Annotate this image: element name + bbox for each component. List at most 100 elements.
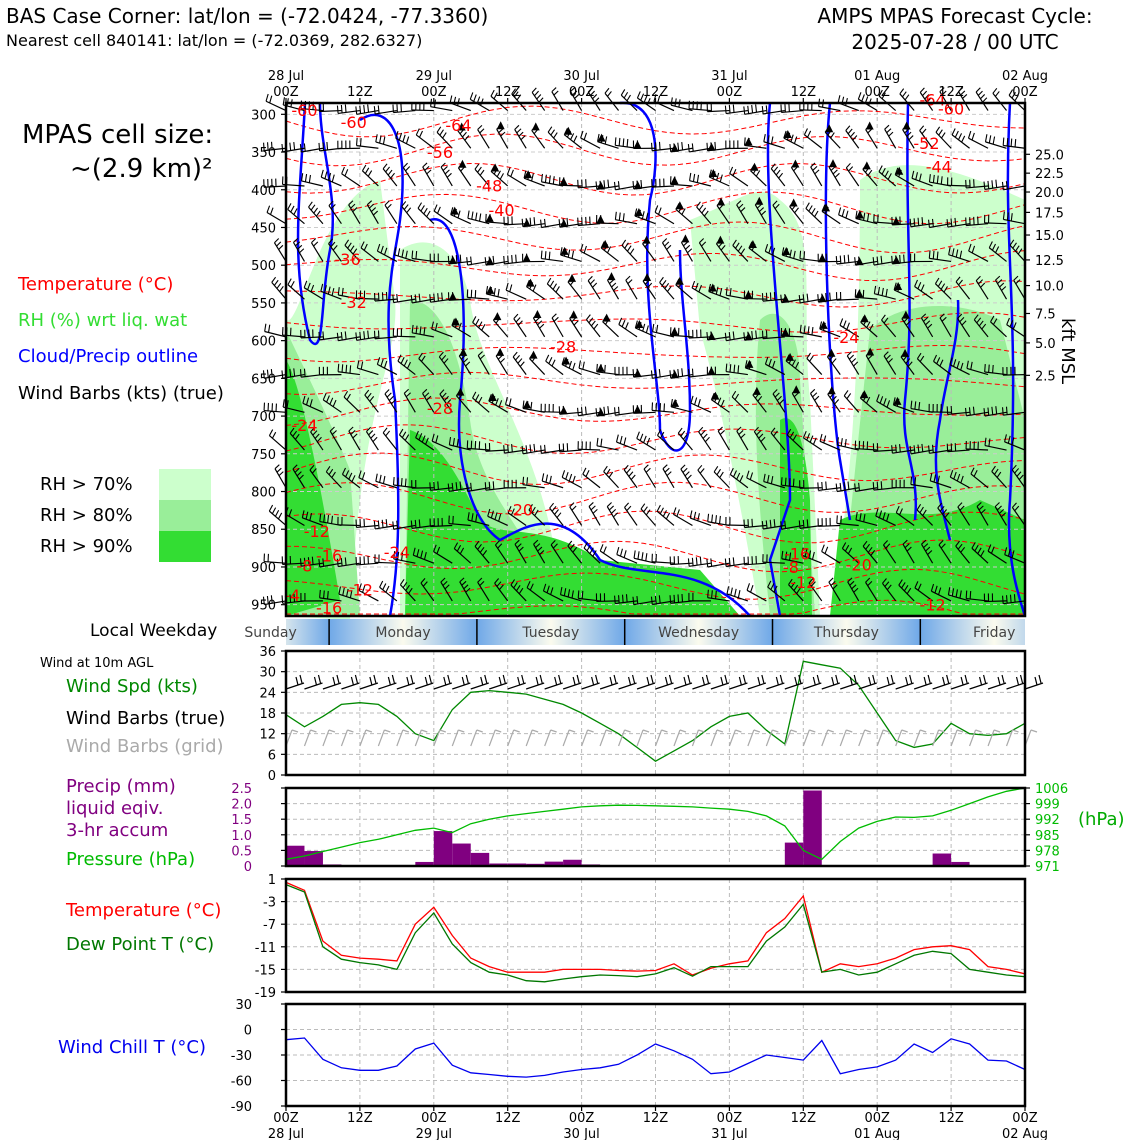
wind-barb-tick — [619, 548, 623, 557]
wind-barb-tick — [293, 237, 299, 243]
wind-barb-tick — [323, 590, 325, 599]
wind-barb-tick — [761, 106, 764, 115]
wind-barb-tick — [415, 430, 419, 438]
wind-barb — [634, 207, 656, 225]
wind-10m-barb-tick — [779, 674, 783, 684]
wind-barb-tick — [530, 401, 533, 410]
wind-barb-tick — [484, 482, 487, 491]
wind-barb-tick — [309, 464, 315, 471]
wind-barb-tick — [988, 364, 990, 373]
wind-barb-tick — [311, 468, 317, 474]
wind-barb-tick — [677, 368, 680, 377]
wind-10m-barb-shaft — [987, 682, 1007, 690]
wind-barb-tick — [728, 557, 731, 566]
wind-barb-tick — [577, 590, 580, 599]
wind-barb-tick — [308, 174, 312, 183]
wind-barb — [467, 512, 490, 527]
precip-ytick-label: 0 — [244, 860, 252, 875]
wind-barb-tick — [274, 510, 280, 517]
wind-barb-shaft — [569, 506, 583, 526]
wind-10m-barb — [877, 674, 896, 690]
wind-grid-barb-shaft — [507, 729, 515, 747]
wind-barb-tick — [547, 126, 553, 133]
wind-barb-tick — [401, 201, 407, 207]
temp-ytick-label: 1 — [268, 873, 276, 888]
legend-temperature-2m: Temperature (°C) — [66, 900, 222, 921]
legend-rh80: RH > 80% — [40, 505, 133, 526]
wind-barb — [348, 200, 361, 225]
wind-barb-tick — [447, 483, 450, 492]
wind-grid-barb — [747, 729, 761, 747]
wind-barb — [266, 205, 287, 225]
wind-grid-barb-shaft — [451, 729, 459, 747]
wind-barb-tick — [566, 217, 569, 226]
wind-barb-tick — [751, 105, 754, 114]
wind-barb-tick — [554, 509, 559, 515]
wind-barb — [384, 200, 398, 225]
wind-barb-tick — [580, 407, 583, 416]
wind-10m-barb — [285, 674, 305, 690]
wind-barb-tick — [841, 208, 845, 217]
wind-barb-tick — [292, 464, 298, 470]
wind-barb-tick — [661, 279, 667, 286]
wind-barb-tick — [403, 359, 408, 367]
wind-barb — [384, 389, 398, 413]
wind-barb-tick — [431, 321, 434, 330]
wind-10m-barb-tick — [295, 676, 299, 686]
wind-grid-barb-tick — [458, 729, 465, 733]
wind-10m-barb-tick — [650, 674, 654, 684]
wind-barb-tick — [921, 217, 924, 226]
wind-barb-shaft — [865, 129, 878, 149]
wind-barb-tick — [543, 218, 546, 227]
wind-barb — [951, 128, 970, 149]
wind-barb-tick — [343, 390, 349, 398]
wind-barb-tick — [318, 559, 321, 568]
wind-barb — [606, 502, 620, 526]
cloud-outline-8 — [1006, 102, 1027, 617]
precip-bar — [470, 852, 490, 866]
wind-barb-tick — [276, 282, 282, 289]
wind-barb-tick — [732, 104, 735, 113]
wind-barb-tick — [405, 136, 410, 144]
wind-10m-barb-tick — [609, 676, 613, 686]
wind-barb-tick — [588, 502, 594, 507]
wind-ytick-label: 6 — [268, 748, 276, 763]
temperature-contour — [285, 539, 1026, 573]
wind-barb-tick — [936, 251, 939, 260]
wind-barb-tick — [614, 595, 616, 604]
wind-grid-barb-shaft — [839, 729, 847, 747]
wind-barb-flag — [681, 234, 690, 243]
wind-barb-tick — [458, 322, 462, 330]
wind-barb-tick — [350, 430, 356, 435]
wind-barb-shaft — [375, 141, 398, 149]
wind-barb-shaft — [845, 130, 860, 149]
wind-barb — [418, 352, 435, 375]
wind-barb-tick — [747, 105, 750, 114]
wind-barb-tick — [778, 172, 784, 179]
wind-barb-tick — [509, 284, 513, 292]
top-time-hour: 12Z — [791, 85, 817, 100]
wind-barb-tick — [315, 210, 321, 217]
wind-barb-tick — [520, 135, 526, 141]
wind-barb-tick — [262, 596, 265, 605]
wind-barb — [620, 89, 638, 111]
wind-barb-tick — [303, 557, 306, 566]
wind-barb-tick — [274, 238, 280, 244]
wind-barb-shaft — [828, 166, 841, 187]
wind-barb-flag — [633, 140, 642, 149]
wind-barb-tick — [340, 557, 343, 566]
wind-barb-tick — [358, 470, 362, 478]
wind-barb-tick — [984, 134, 988, 142]
wind-barb-flag — [522, 218, 531, 227]
wind-grid-barb — [359, 729, 373, 747]
wind-barb-tick — [271, 507, 277, 514]
wind-barb-tick — [370, 433, 376, 439]
wind-barb-shaft — [401, 205, 416, 225]
wind-barb-tick — [444, 584, 450, 590]
temperature-contour — [285, 452, 1026, 485]
wind-10m-barb-shaft — [803, 682, 822, 690]
wind-10m-barb-tick — [909, 674, 913, 684]
wind-barb-shaft — [580, 137, 601, 149]
wind-barb-tick — [429, 294, 432, 303]
wind-barb-shaft — [689, 180, 712, 187]
